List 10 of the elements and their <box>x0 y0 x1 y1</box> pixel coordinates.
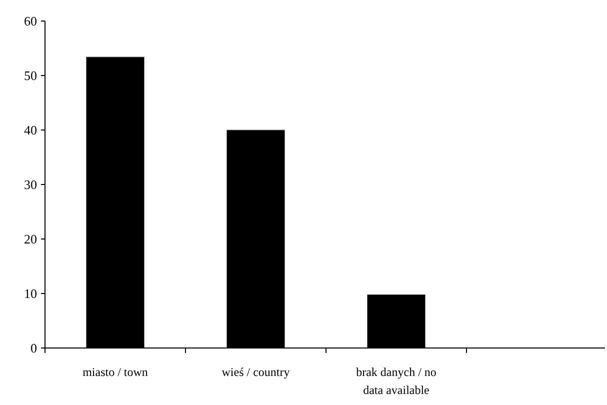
y-tick-label: 30 <box>24 177 37 192</box>
y-tick-label: 0 <box>30 340 37 356</box>
x-tick-label: brak danych / no data available <box>356 365 436 397</box>
y-tick-label: 50 <box>24 68 37 84</box>
x-tick-label: miasto / town <box>82 365 148 379</box>
y-tick-label: 60 <box>24 14 37 29</box>
y-tick-label: 10 <box>24 286 37 302</box>
x-tick-label: wieś / country <box>222 365 290 379</box>
y-tick-label: 20 <box>24 232 37 247</box>
y-tick-label: 40 <box>24 122 37 138</box>
